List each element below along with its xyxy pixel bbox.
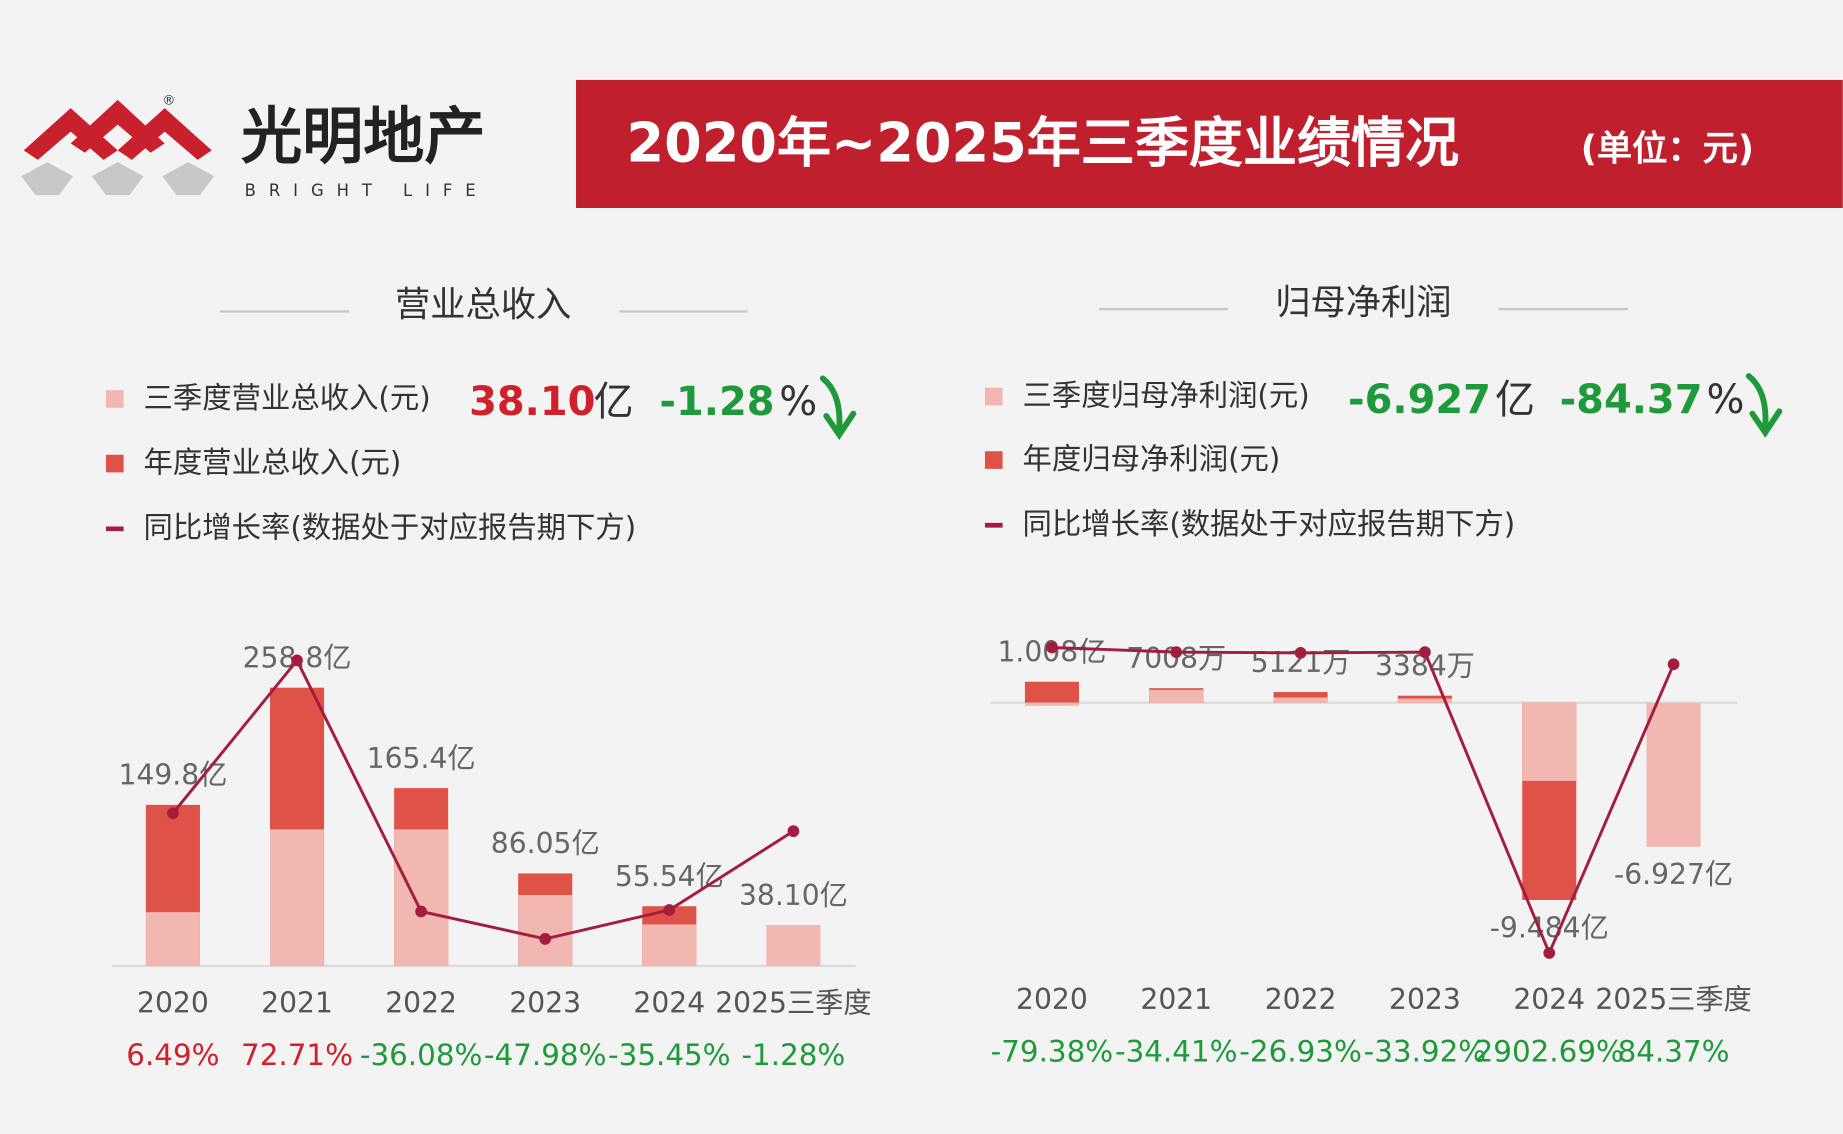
growth-point <box>1667 658 1680 671</box>
highlight-change-unit: % <box>1706 377 1744 423</box>
bar <box>1024 681 1079 703</box>
growth-point <box>1294 646 1307 659</box>
x-tick-label: 2020 <box>1016 983 1088 1016</box>
legend-label: 年度归母净利润(元) <box>1023 442 1281 476</box>
value-label: 86.05亿 <box>491 827 600 860</box>
x-tick-label: 2024 <box>1513 983 1585 1016</box>
bar <box>1646 702 1701 847</box>
x-tick-label: 2023 <box>1389 983 1461 1016</box>
highlight-2: -6.927 亿 -84.37 % <box>1348 373 1783 438</box>
logo-mark: ® <box>162 94 175 109</box>
x-tick-label: 2025三季度 <box>715 987 871 1020</box>
bar <box>1024 702 1079 706</box>
growth-label: 84.37% <box>1618 1034 1730 1068</box>
value-label: -6.927亿 <box>1614 858 1733 891</box>
highlight-unit: 亿 <box>594 379 634 425</box>
growth-label: 2902.69% <box>1475 1034 1624 1068</box>
bar <box>270 829 325 966</box>
growth-label: -1.28% <box>741 1038 845 1072</box>
legend-label: 同比增长率(数据处于对应报告期下方) <box>144 510 637 544</box>
legend-swatch <box>984 451 1003 469</box>
legend-swatch <box>105 390 124 408</box>
bar <box>1522 702 1577 781</box>
highlight-value: -6.927 <box>1348 377 1491 423</box>
unit-note: (单位：元) <box>1581 128 1754 169</box>
x-tick-label: 2022 <box>385 987 457 1020</box>
growth-label: 72.71% <box>241 1038 353 1072</box>
growth-label: -34.41% <box>1115 1034 1238 1068</box>
x-tick-label: 2020 <box>137 987 209 1020</box>
highlight-unit: 亿 <box>1495 377 1535 423</box>
bar <box>642 924 697 966</box>
section-title: 营业总收入 <box>395 285 571 326</box>
highlight-value: 38.10 <box>469 379 595 425</box>
value-label: 165.4亿 <box>367 742 476 775</box>
growth-point <box>1543 947 1556 959</box>
down-arrow <box>1745 373 1783 438</box>
legend-label: 三季度营业总收入(元) <box>144 381 431 415</box>
highlight-1: 38.10 亿 -1.28 % <box>469 375 857 441</box>
value-label: 38.10亿 <box>739 879 848 912</box>
legend-label: 三季度归母净利润(元) <box>1023 379 1310 413</box>
bar <box>518 894 573 966</box>
growth-line <box>1051 646 1675 957</box>
growth-point <box>1046 641 1058 654</box>
growth-point <box>415 905 428 918</box>
value-label: 55.54亿 <box>615 860 724 893</box>
value-label: 149.8亿 <box>118 759 227 792</box>
growth-label: -26.93% <box>1239 1034 1362 1068</box>
page-title: 2020年~2025年三季度业绩情况 <box>627 112 1460 175</box>
growth-label: -33.92% <box>1364 1034 1487 1068</box>
x-tick-label: 2021 <box>1140 983 1212 1016</box>
x-tick-label: 2023 <box>509 987 581 1020</box>
logo: ® 光明地产 BRIGHT LIFE <box>21 94 489 200</box>
growth-point <box>1170 646 1183 658</box>
growth-point <box>663 904 676 916</box>
growth-label: -47.98% <box>484 1038 607 1072</box>
legend-swatch <box>105 454 124 473</box>
bar <box>1149 689 1204 703</box>
highlight-change: -84.37 <box>1560 377 1703 423</box>
x-tick-label: 2024 <box>633 987 705 1020</box>
growth-label: -79.38% <box>991 1034 1114 1068</box>
highlight-change-unit: % <box>779 379 817 425</box>
growth-point <box>1419 646 1431 659</box>
legend-label: 年度营业总收入(元) <box>144 446 402 480</box>
bar <box>145 912 200 966</box>
value-label: -9.484亿 <box>1490 911 1609 944</box>
growth-point <box>539 933 552 945</box>
growth-label: 6.49% <box>126 1038 219 1072</box>
bar <box>1397 698 1452 703</box>
growth-point <box>167 807 179 820</box>
logo-name: 光明地产 <box>241 102 485 173</box>
growth-line <box>171 657 795 941</box>
x-tick-label: 2021 <box>261 987 333 1020</box>
highlight-change: -1.28 <box>659 379 774 425</box>
x-tick-label: 2022 <box>1265 983 1337 1016</box>
legend-swatch <box>984 387 1003 406</box>
legend-label: 同比增长率(数据处于对应报告期下方) <box>1023 507 1516 541</box>
growth-point <box>787 825 800 838</box>
growth-label: -35.45% <box>608 1038 731 1072</box>
section-title: 归母净利润 <box>1275 282 1451 323</box>
growth-point <box>291 654 303 667</box>
title-banner <box>576 79 1843 208</box>
x-tick-label: 2025三季度 <box>1595 983 1751 1016</box>
bar <box>766 924 821 966</box>
logo-sub: BRIGHT LIFE <box>245 181 489 200</box>
down-arrow <box>819 375 857 441</box>
bar <box>1273 692 1328 703</box>
bar <box>394 829 449 966</box>
bar <box>1273 697 1328 703</box>
growth-label: -36.08% <box>360 1038 483 1072</box>
